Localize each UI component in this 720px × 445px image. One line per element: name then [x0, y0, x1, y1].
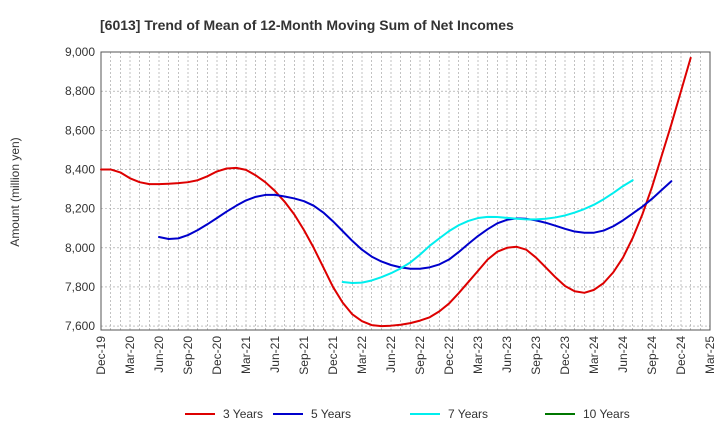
legend-layer: 3 Years 5 Years 7 Years 10 Years [185, 407, 630, 421]
series-layer [100, 56, 692, 328]
y-tick-label: 8,600 [65, 123, 95, 137]
x-tick-label: Mar-23 [471, 336, 485, 374]
x-tick-label: Sep-21 [297, 336, 311, 375]
series-line-5-years [158, 180, 673, 270]
y-tick-label: 9,000 [65, 45, 95, 59]
y-tick-label: 8,200 [65, 202, 95, 216]
x-tick-label: Jun-21 [268, 336, 282, 373]
y-tick-label: 8,000 [65, 241, 95, 255]
x-tick-label: Dec-20 [210, 336, 224, 375]
series-line-7-years [341, 179, 634, 285]
x-tick-label: Mar-21 [239, 336, 253, 374]
x-tick-label: Dec-19 [94, 336, 108, 375]
x-tick-label: Sep-20 [181, 336, 195, 375]
y-tick-label: 7,600 [65, 319, 95, 333]
y-axis-label: Amount (million yen) [8, 137, 22, 246]
y-tick-label: 7,800 [65, 280, 95, 294]
legend-10-years-label: 10 Years [583, 407, 630, 421]
x-tick-label: Jun-22 [384, 336, 398, 373]
x-tick-label: Dec-21 [326, 336, 340, 375]
grid-layer [101, 51, 710, 330]
x-tick-label: Dec-23 [558, 336, 572, 375]
x-tick-label: Mar-25 [703, 336, 717, 374]
x-tick-label: Jun-24 [616, 336, 630, 373]
x-tick-label: Mar-22 [355, 336, 369, 374]
chart-title: [6013] Trend of Mean of 12-Month Moving … [100, 17, 514, 33]
legend-7-years-label: 7 Years [448, 407, 488, 421]
y-tick-label: 8,800 [65, 84, 95, 98]
plot-area [101, 52, 710, 330]
legend-5-years-label: 5 Years [311, 407, 351, 421]
x-tick-label: Sep-23 [529, 336, 543, 375]
x-tick-label: Sep-22 [413, 336, 427, 375]
x-tick-label: Sep-24 [645, 336, 659, 375]
series-line-3-years [100, 56, 692, 328]
plot-frame [100, 51, 711, 331]
x-tick-label: Jun-20 [152, 336, 166, 373]
legend-3-years-label: 3 Years [223, 407, 263, 421]
x-tick-label: Mar-20 [123, 336, 137, 374]
x-tick-label: Dec-22 [442, 336, 456, 375]
x-tick-label: Mar-24 [587, 336, 601, 374]
x-tick-label: Jun-23 [500, 336, 514, 373]
x-tick-label: Dec-24 [674, 336, 688, 375]
axis-layer: 7,600 7,800 8,000 8,200 8,400 8,600 8,800 9,000… [65, 45, 717, 375]
y-tick-label: 8,400 [65, 162, 95, 176]
